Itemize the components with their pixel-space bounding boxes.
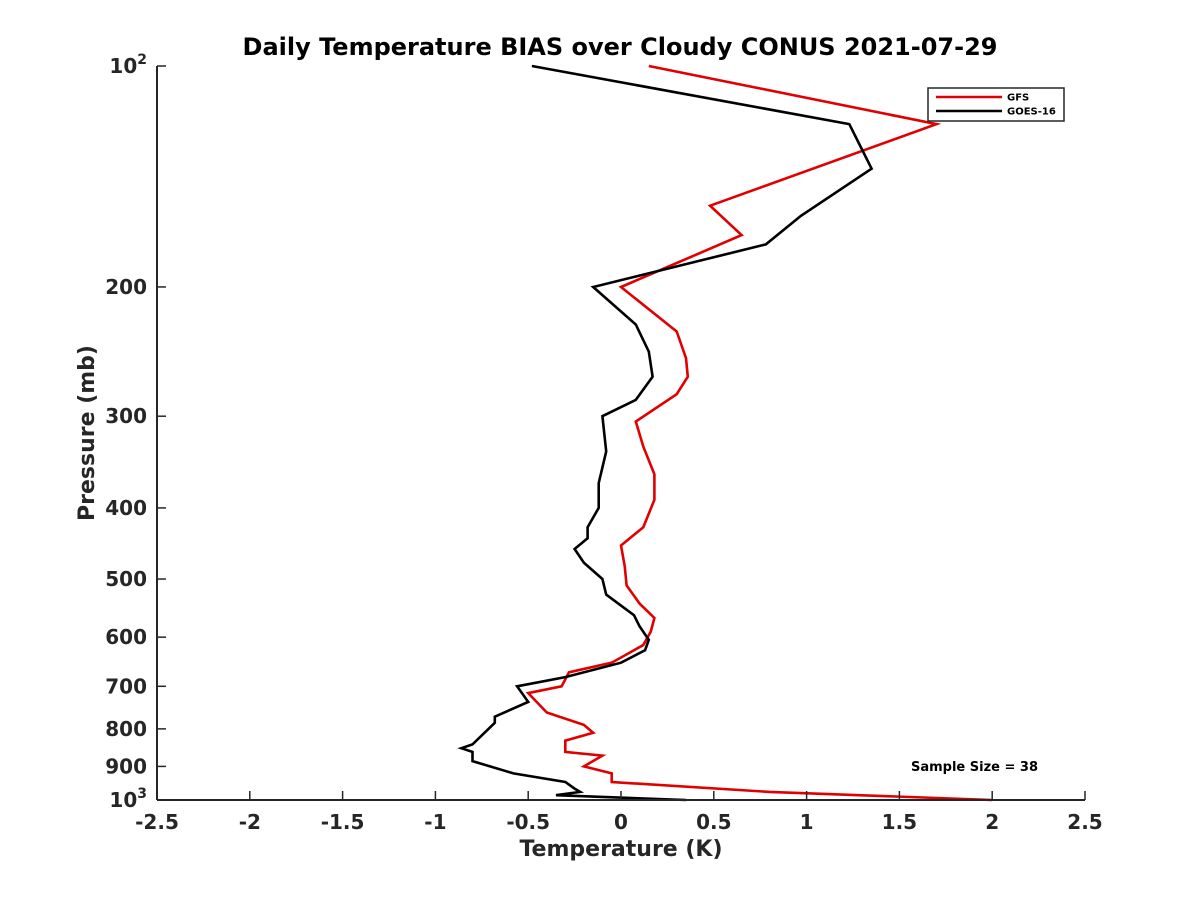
x-tick-label: -0.5 (506, 810, 550, 834)
x-tick-label: -2 (239, 810, 261, 834)
x-tick-label: -1.5 (321, 810, 365, 834)
x-axis-title: Temperature (K) (519, 837, 722, 862)
x-tick-label: -1 (424, 810, 446, 834)
y-tick-label: 700 (105, 674, 147, 698)
y-axis-title: Pressure (mb) (75, 345, 100, 521)
x-tick-label: -2.5 (135, 810, 179, 834)
series-line-goes-16 (457, 64, 874, 802)
y-axis-ticks: 102 200 300 400 500 600 700 800 900 103 (105, 52, 166, 812)
series-group (457, 64, 993, 802)
x-tick-label: 2.5 (1067, 810, 1102, 834)
y-tick-label: 103 (109, 786, 147, 812)
y-tick-label: 300 (105, 404, 147, 428)
x-axis-ticks: -2.5 -2 -1.5 -1 -0.5 0 0.5 1 1.5 2 2.5 (135, 791, 1103, 834)
y-tick-label: 500 (105, 567, 147, 591)
legend-label: GOES-16 (1007, 107, 1056, 118)
chart-title: Daily Temperature BIAS over Cloudy CONUS… (243, 33, 998, 61)
x-tick-label: 2 (985, 810, 999, 834)
x-tick-label: 1 (800, 810, 814, 834)
legend: GFS GOES-16 (927, 87, 1065, 122)
y-tick-label: 200 (105, 275, 147, 299)
legend-label: GFS (1007, 93, 1029, 104)
legend-box (927, 87, 1065, 122)
x-tick-label: 0 (614, 810, 628, 834)
y-tick-label: 400 (105, 496, 147, 520)
x-tick-label: 1.5 (882, 810, 917, 834)
y-tick-label: 900 (105, 754, 147, 778)
y-tick-label: 800 (105, 717, 147, 741)
sample-size-annotation: Sample Size = 38 (911, 760, 1038, 775)
y-tick-label: 102 (109, 52, 147, 78)
series-line-gfs (525, 64, 993, 802)
x-tick-label: 0.5 (696, 810, 731, 834)
y-tick-label: 600 (105, 625, 147, 649)
legend-items: GFS GOES-16 (936, 93, 1056, 118)
